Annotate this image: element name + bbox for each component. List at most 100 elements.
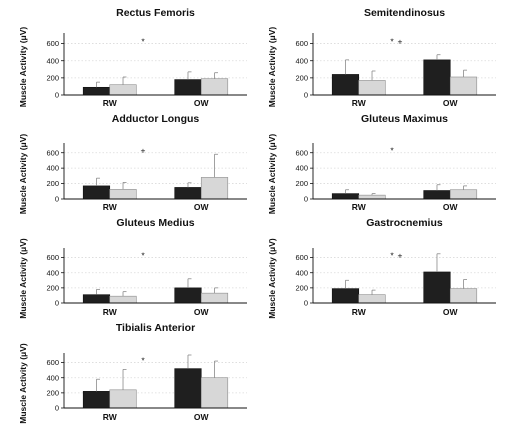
chart-title: Semitendinosus bbox=[364, 7, 445, 19]
bar-rw-series-1 bbox=[331, 288, 360, 304]
x-category-label: OW bbox=[194, 307, 210, 317]
y-tick-label: 600 bbox=[46, 358, 59, 367]
y-tick-label: 200 bbox=[46, 283, 59, 292]
y-tick-label: 0 bbox=[55, 91, 59, 100]
chart-panel-5: Gluteus Medius Muscle Activity (μV) 0 200 40… bbox=[18, 217, 247, 319]
chart-panel-7: Tibialis Anterior Muscle Activity (μV) 0 20… bbox=[18, 322, 247, 424]
y-tick-label: 400 bbox=[295, 56, 308, 65]
bar-rw-series-2 bbox=[109, 189, 137, 200]
x-category-label: RW bbox=[103, 98, 118, 108]
y-axis-label: Muscle Activity (μV) bbox=[18, 27, 28, 108]
y-tick-label: 0 bbox=[55, 404, 59, 413]
bar-ow-series-2 bbox=[200, 177, 229, 200]
y-axis-label: Muscle Activity (μV) bbox=[267, 27, 277, 108]
x-category-label: RW bbox=[352, 98, 367, 108]
y-tick-label: 0 bbox=[55, 299, 59, 308]
bar-ow-series-2 bbox=[200, 377, 229, 409]
x-category-label: OW bbox=[194, 202, 210, 212]
y-tick-label: 200 bbox=[295, 283, 308, 292]
significance-marker: * bbox=[141, 356, 145, 366]
y-tick-label: 200 bbox=[46, 388, 59, 397]
bar-rw-series-2 bbox=[358, 294, 386, 304]
significance-marker: + bbox=[141, 146, 146, 156]
x-category-label: OW bbox=[194, 412, 210, 422]
y-tick-label: 0 bbox=[304, 91, 308, 100]
y-tick-label: 400 bbox=[295, 268, 308, 277]
y-tick-label: 400 bbox=[46, 373, 59, 382]
significance-marker: + bbox=[398, 37, 403, 47]
y-tick-label: 200 bbox=[46, 73, 59, 82]
chart-title: Gluteus Maximus bbox=[361, 113, 448, 125]
significance-marker: * bbox=[141, 37, 145, 47]
bar-ow-series-1 bbox=[423, 190, 451, 200]
bar-rw-series-2 bbox=[358, 194, 386, 200]
y-tick-label: 200 bbox=[46, 179, 59, 188]
bar-rw-series-2 bbox=[109, 389, 137, 409]
bar-rw-series-1 bbox=[331, 74, 360, 96]
chart-panel-3: Adductor Longus Muscle Activity (μV) 0 200 4… bbox=[18, 113, 247, 214]
x-category-label: OW bbox=[443, 202, 459, 212]
bar-ow-series-2 bbox=[449, 76, 478, 96]
significance-marker: * bbox=[390, 251, 394, 261]
bar-ow-series-2 bbox=[200, 78, 229, 96]
significance-marker: + bbox=[398, 251, 403, 261]
y-tick-label: 200 bbox=[295, 73, 308, 82]
bar-rw-series-2 bbox=[109, 295, 137, 304]
y-tick-label: 400 bbox=[46, 268, 59, 277]
y-tick-label: 600 bbox=[46, 39, 59, 48]
bar-rw-series-1 bbox=[331, 193, 360, 200]
bar-ow-series-1 bbox=[423, 271, 451, 304]
bar-ow-series-2 bbox=[200, 292, 229, 304]
y-tick-label: 0 bbox=[304, 299, 308, 308]
y-tick-label: 0 bbox=[55, 195, 59, 204]
chart-title: Adductor Longus bbox=[112, 113, 200, 125]
bar-ow-series-1 bbox=[174, 368, 202, 409]
x-category-label: RW bbox=[103, 307, 118, 317]
x-category-label: RW bbox=[352, 202, 367, 212]
significance-marker: * bbox=[390, 146, 394, 156]
y-axis-label: Muscle Activity (μV) bbox=[267, 238, 277, 319]
bar-rw-series-2 bbox=[109, 84, 137, 96]
chart-panel-6: Gastrocnemius Muscle Activity (μV) 0 200 400… bbox=[267, 217, 496, 319]
bar-rw-series-1 bbox=[82, 391, 111, 409]
y-tick-label: 400 bbox=[295, 164, 308, 173]
chart-panel-1: Rectus Femoris Muscle Activity (μV) 0 200 40… bbox=[18, 7, 247, 108]
y-axis-label: Muscle Activity (μV) bbox=[18, 343, 28, 424]
chart-title: Tibialis Anterior bbox=[116, 322, 195, 334]
y-tick-label: 600 bbox=[295, 253, 308, 262]
y-tick-label: 400 bbox=[46, 164, 59, 173]
y-axis-label: Muscle Activity (μV) bbox=[18, 238, 28, 319]
bar-ow-series-1 bbox=[174, 287, 202, 304]
chart-title: Gluteus Medius bbox=[116, 217, 194, 229]
y-axis-label: Muscle Activity (μV) bbox=[18, 134, 28, 215]
bar-rw-series-2 bbox=[358, 80, 386, 96]
bar-ow-series-2 bbox=[449, 288, 478, 304]
x-category-label: OW bbox=[443, 98, 459, 108]
bar-rw-series-1 bbox=[82, 86, 111, 96]
y-tick-label: 600 bbox=[295, 148, 308, 157]
y-tick-label: 600 bbox=[46, 253, 59, 262]
bar-ow-series-1 bbox=[423, 59, 451, 96]
y-tick-label: 600 bbox=[295, 39, 308, 48]
x-category-label: OW bbox=[194, 98, 210, 108]
bar-rw-series-1 bbox=[82, 294, 111, 304]
bar-rw-series-1 bbox=[82, 185, 111, 200]
significance-marker: * bbox=[390, 37, 394, 47]
y-axis-label: Muscle Activity (μV) bbox=[267, 134, 277, 215]
y-tick-label: 200 bbox=[295, 179, 308, 188]
chart-panel-4: Gluteus Maximus Muscle Activity (μV) 0 200 4… bbox=[267, 113, 496, 214]
x-category-label: RW bbox=[103, 412, 118, 422]
y-tick-label: 0 bbox=[304, 195, 308, 204]
x-category-label: RW bbox=[352, 307, 367, 317]
chart-title: Gastrocnemius bbox=[366, 217, 443, 229]
significance-marker: * bbox=[141, 251, 145, 261]
chart-panel-2: Semitendinosus Muscle Activity (μV) 0 200 40… bbox=[267, 7, 496, 108]
x-category-label: RW bbox=[103, 202, 118, 212]
bar-ow-series-1 bbox=[174, 79, 202, 96]
chart-title: Rectus Femoris bbox=[116, 7, 195, 19]
y-tick-label: 600 bbox=[46, 148, 59, 157]
bar-ow-series-1 bbox=[174, 187, 202, 200]
y-tick-label: 400 bbox=[46, 56, 59, 65]
x-category-label: OW bbox=[443, 307, 459, 317]
